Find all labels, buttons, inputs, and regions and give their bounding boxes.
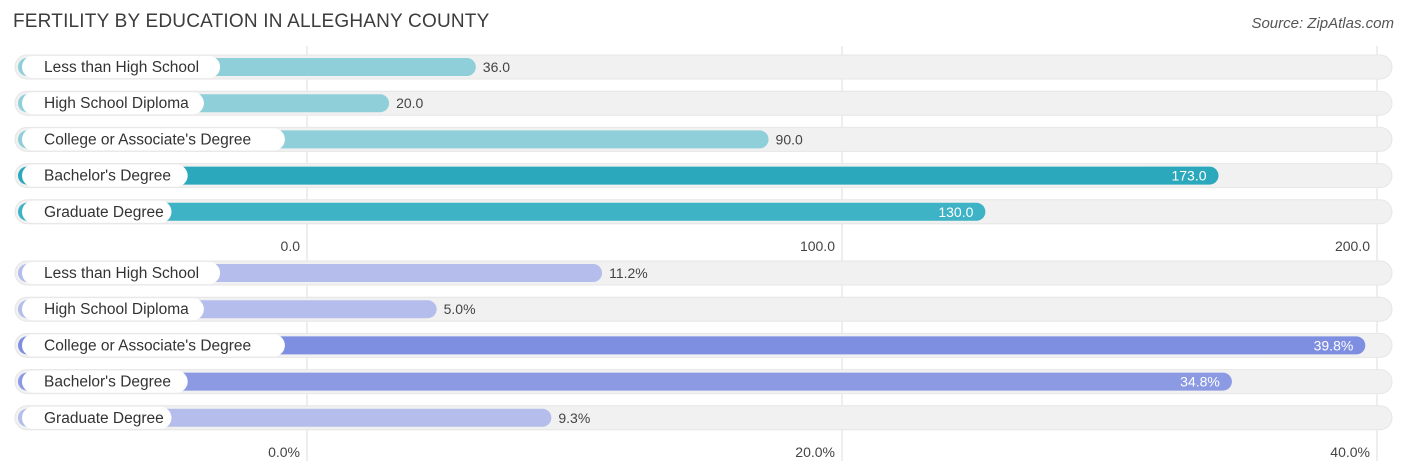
- category-label: Bachelor's Degree: [44, 168, 171, 185]
- tick-label: 0.0%: [268, 444, 300, 460]
- tick-label: 40.0%: [1330, 444, 1370, 460]
- category-pill: [22, 200, 172, 223]
- bar[interactable]: [18, 336, 1366, 355]
- value-label: 90.0: [776, 131, 803, 147]
- value-label: 173.0: [1171, 168, 1206, 184]
- value-label: 5.0%: [444, 301, 476, 317]
- category-label: High School Diploma: [44, 301, 189, 318]
- category-label: High School Diploma: [44, 95, 189, 112]
- category-label: Bachelor's Degree: [44, 374, 171, 391]
- tick-label: 20.0%: [795, 444, 835, 460]
- category-label: Graduate Degree: [44, 204, 164, 221]
- category-label: Less than High School: [44, 59, 199, 76]
- category-pill: [22, 406, 172, 429]
- bar[interactable]: [18, 372, 1232, 391]
- tick-label: 200.0: [1335, 238, 1370, 254]
- source-label: Source: ZipAtlas.com: [1251, 15, 1394, 32]
- value-label: 11.2%: [609, 265, 648, 281]
- category-pill: [22, 370, 188, 393]
- tick-label: 0.0: [281, 238, 301, 254]
- value-label: 39.8%: [1314, 337, 1354, 353]
- category-pill: [22, 56, 221, 78]
- tick-label: 100.0: [800, 238, 835, 254]
- category-pill: [22, 164, 188, 187]
- category-pill: [22, 334, 285, 357]
- chart-title: FERTILITY BY EDUCATION IN ALLEGHANY COUN…: [13, 11, 490, 32]
- category-label: College or Associate's Degree: [44, 131, 251, 148]
- category-pill: [22, 298, 204, 321]
- value-label: 34.8%: [1180, 374, 1220, 390]
- category-pill: [22, 92, 204, 115]
- value-label: 20.0: [396, 95, 423, 111]
- category-pill: [22, 128, 285, 151]
- category-label: Graduate Degree: [44, 410, 164, 427]
- value-label: 36.0: [483, 59, 510, 75]
- value-label: 9.3%: [558, 410, 590, 426]
- bar[interactable]: [18, 202, 986, 221]
- bar[interactable]: [18, 166, 1219, 185]
- value-label: 130.0: [938, 204, 973, 220]
- category-label: Less than High School: [44, 265, 199, 282]
- category-label: College or Associate's Degree: [44, 337, 251, 354]
- category-pill: [22, 262, 221, 284]
